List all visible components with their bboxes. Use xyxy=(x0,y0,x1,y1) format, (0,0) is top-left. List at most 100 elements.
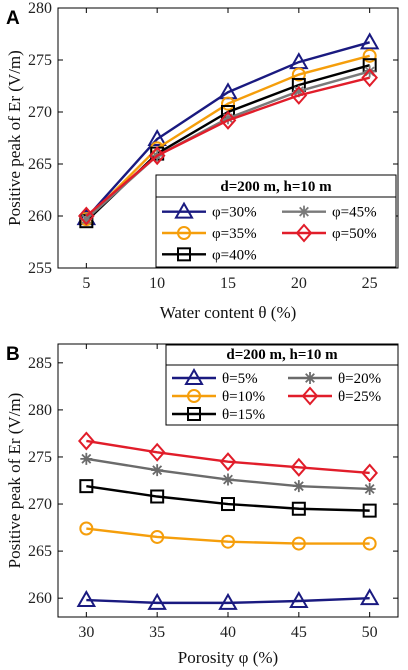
legend-marker xyxy=(298,205,310,218)
legend-label: θ=25% xyxy=(338,389,381,405)
data-point xyxy=(151,464,164,477)
data-point xyxy=(362,536,377,551)
x-tick-label: 35 xyxy=(149,624,165,641)
y-tick-label: 255 xyxy=(28,260,52,277)
legend-item: φ=35% xyxy=(162,226,257,242)
legend-item: θ=25% xyxy=(288,386,381,406)
legend-label: φ=35% xyxy=(212,226,257,242)
chart-panel-b: 260 265 270 275 280 285 30 35 40 45 50 Porosity φ (… xyxy=(5,343,399,667)
series-line xyxy=(86,484,370,512)
data-point xyxy=(221,96,235,111)
data-point xyxy=(150,489,165,504)
series-0 xyxy=(76,588,380,610)
data-point xyxy=(363,65,376,78)
legend-label: φ=50% xyxy=(332,226,377,242)
legend-label: θ=5% xyxy=(222,371,258,387)
series-3 xyxy=(80,452,376,495)
legend-title: d=200 m, h=10 m xyxy=(220,179,332,195)
series-2 xyxy=(79,479,377,518)
data-point xyxy=(359,32,380,50)
x-tick-label: 40 xyxy=(220,624,236,641)
data-point xyxy=(219,110,237,130)
panel-label: B xyxy=(6,344,20,365)
data-point xyxy=(80,213,93,226)
y-tick-label: 270 xyxy=(28,496,52,513)
x-tick-label: 10 xyxy=(149,275,165,292)
chart-panel-a: 255 260 265 270 275 280 5 10 15 20 25 Water content… xyxy=(5,0,399,322)
legend-box xyxy=(155,174,397,268)
x-axis-label: Water content θ (%) xyxy=(160,303,297,322)
data-point xyxy=(219,452,237,472)
y-tick-label: 280 xyxy=(28,402,52,419)
y-tick-label: 280 xyxy=(28,0,52,17)
y-tick-label: 265 xyxy=(28,543,52,560)
x-tick-label: 25 xyxy=(362,275,378,292)
legend-marker xyxy=(187,407,201,421)
data-point xyxy=(362,48,377,63)
data-point xyxy=(222,473,234,486)
y-tick-label: 270 xyxy=(28,104,52,121)
legend-item: θ=20% xyxy=(288,371,381,387)
series-4 xyxy=(78,431,378,483)
legend-label: φ=40% xyxy=(212,247,257,263)
data-point xyxy=(76,590,97,608)
x-tick-label: 50 xyxy=(362,624,378,641)
legend-label: φ=30% xyxy=(212,205,257,221)
legend-item: θ=10% xyxy=(172,389,265,405)
data-point xyxy=(79,521,94,536)
data-point xyxy=(292,480,305,493)
data-point xyxy=(79,479,94,494)
data-point xyxy=(78,431,95,451)
y-axis-label: Positive peak of Er (V/m) xyxy=(5,50,24,226)
x-tick-label: 15 xyxy=(220,275,236,292)
legend-marker xyxy=(304,372,316,384)
legend-box xyxy=(165,344,399,426)
x-axis-label: Porosity φ (%) xyxy=(178,648,278,667)
series-line xyxy=(86,439,370,475)
data-point xyxy=(291,536,306,551)
data-point xyxy=(222,112,234,125)
y-tick-label: 260 xyxy=(28,590,52,607)
legend-item: φ=40% xyxy=(162,247,257,263)
data-point xyxy=(80,452,93,465)
legend-label: θ=10% xyxy=(222,389,265,405)
x-tick-label: 20 xyxy=(291,275,307,292)
y-tick-label: 275 xyxy=(28,449,52,466)
legend-label: θ=15% xyxy=(222,407,265,423)
data-point xyxy=(363,482,376,495)
data-point xyxy=(147,592,167,610)
series-line xyxy=(86,596,370,605)
legend-item: φ=30% xyxy=(162,201,257,221)
data-point xyxy=(78,206,95,226)
legend-marker xyxy=(174,201,194,219)
data-point xyxy=(221,534,235,549)
legend-marker xyxy=(184,367,204,385)
data-point xyxy=(361,68,378,88)
series-line xyxy=(85,41,370,219)
legend: d=200 m, h=10 m φ=30% φ=45% φ=35% φ=50% φ=40% xyxy=(155,174,397,268)
legend-marker xyxy=(177,226,191,240)
data-point xyxy=(292,85,305,98)
data-point xyxy=(359,588,380,606)
legend-marker xyxy=(295,223,313,243)
series-line xyxy=(85,54,370,220)
data-point xyxy=(148,442,166,462)
legend-item: φ=50% xyxy=(282,223,377,243)
data-point xyxy=(291,67,306,82)
data-point xyxy=(221,497,235,512)
y-tick-label: 285 xyxy=(28,355,52,372)
series-line xyxy=(85,76,370,217)
series-4 xyxy=(78,68,378,226)
legend-item: θ=15% xyxy=(172,407,265,423)
data-point xyxy=(362,503,377,518)
series-1 xyxy=(79,521,377,551)
data-point xyxy=(289,590,309,608)
y-tick-label: 260 xyxy=(28,208,52,225)
data-point xyxy=(290,85,308,105)
legend-label: φ=45% xyxy=(332,205,377,221)
panel-label: A xyxy=(6,8,20,29)
legend-marker xyxy=(177,247,191,262)
y-tick-label: 275 xyxy=(28,52,52,69)
data-point xyxy=(147,129,167,147)
